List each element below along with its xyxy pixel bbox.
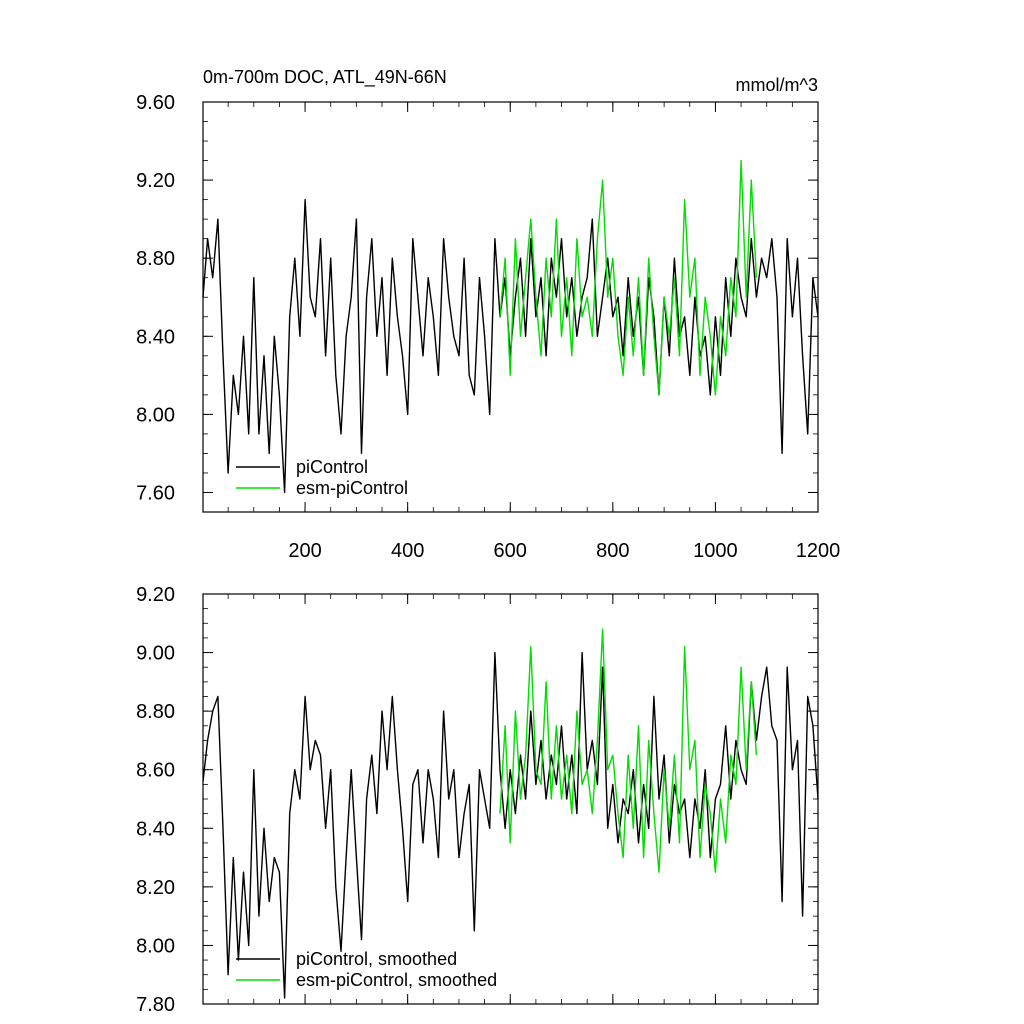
plot-frame [202, 593, 819, 1005]
chart-title: 0m-700m DOC, ATL_49N-66N [203, 67, 447, 88]
y-tick-label: 9.20 [136, 584, 175, 606]
series-line-0 [202, 651, 819, 999]
plot-frame [202, 101, 819, 513]
y-tick-label: 8.40 [136, 818, 175, 840]
series-line-1 [499, 628, 758, 873]
y-tick-label: 8.80 [136, 701, 175, 723]
x-tick-label: 400 [391, 540, 424, 562]
axis-ticks: 7.80 8.00 8.20 8.40 8.60 8.80 9.00 9.20 [136, 584, 819, 1016]
legend-label: esm-piControl, smoothed [296, 970, 497, 990]
y-tick-label: 9.20 [136, 170, 175, 192]
y-tick-label: 7.80 [136, 994, 175, 1016]
y-tick-label: 8.80 [136, 248, 175, 270]
x-tick-label: 200 [288, 540, 321, 562]
y-tick-label: 9.00 [136, 643, 175, 665]
chart-units: mmol/m^3 [736, 75, 818, 95]
x-tick-label: 600 [494, 540, 527, 562]
chart-panel-bottom: 7.80 8.00 8.20 8.40 8.60 8.80 9.00 9.20 piContr… [136, 584, 819, 1016]
series-layer [202, 159, 819, 494]
axis-ticks: 7.60 8.00 8.40 8.80 9.20 9.60 200 400 600 800 1000… [136, 92, 840, 562]
legend-label: piControl, smoothed [296, 949, 457, 969]
legend-label: piControl [296, 457, 368, 477]
y-tick-label: 8.00 [136, 404, 175, 426]
y-tick-label: 8.60 [136, 760, 175, 782]
legend-label: esm-piControl [296, 478, 408, 498]
series-line-0 [202, 198, 819, 494]
y-tick-label: 8.00 [136, 935, 175, 957]
chart-panel-top: 0m-700m DOC, ATL_49N-66N mmol/m^3 7.60 8.… [136, 67, 840, 562]
series-layer [202, 628, 819, 999]
series-line-1 [499, 159, 758, 396]
y-tick-label: 8.20 [136, 877, 175, 899]
y-tick-label: 7.60 [136, 482, 175, 504]
x-tick-label: 800 [596, 540, 629, 562]
y-tick-label: 9.60 [136, 92, 175, 114]
y-tick-label: 8.40 [136, 326, 175, 348]
x-tick-label: 1000 [693, 540, 738, 562]
x-tick-label: 1200 [796, 540, 841, 562]
